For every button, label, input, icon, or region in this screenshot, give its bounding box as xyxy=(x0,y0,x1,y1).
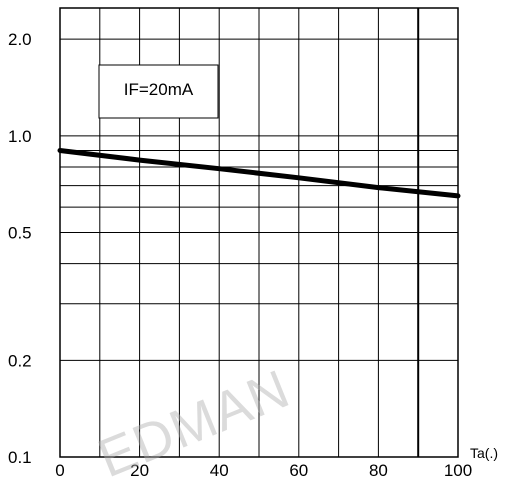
plot-border xyxy=(59,7,459,458)
series-layer xyxy=(57,148,461,199)
x-tick-label: 80 xyxy=(369,461,388,480)
x-tick-label: 0 xyxy=(55,461,64,480)
annotation-box xyxy=(98,64,219,119)
y-tick-label: 1.0 xyxy=(8,127,32,146)
x-tick-label: 20 xyxy=(130,461,149,480)
x-axis-label: Ta(.) xyxy=(470,445,498,461)
x-tick-label: 100 xyxy=(444,461,472,480)
x-tick-label: 40 xyxy=(210,461,229,480)
y-tick-label: 0.1 xyxy=(8,448,32,467)
y-tick-label: 0.2 xyxy=(8,351,32,370)
grid-layer xyxy=(60,8,458,457)
annotation-layer: IF=20mA xyxy=(98,64,219,119)
series-line-0 xyxy=(57,148,461,199)
y-tick-label: 2.0 xyxy=(8,30,32,49)
y-tick-label: 0.5 xyxy=(8,224,32,243)
annotation-label: IF=20mA xyxy=(124,80,194,99)
plot-frame xyxy=(59,7,459,458)
x-tick-label: 60 xyxy=(289,461,308,480)
